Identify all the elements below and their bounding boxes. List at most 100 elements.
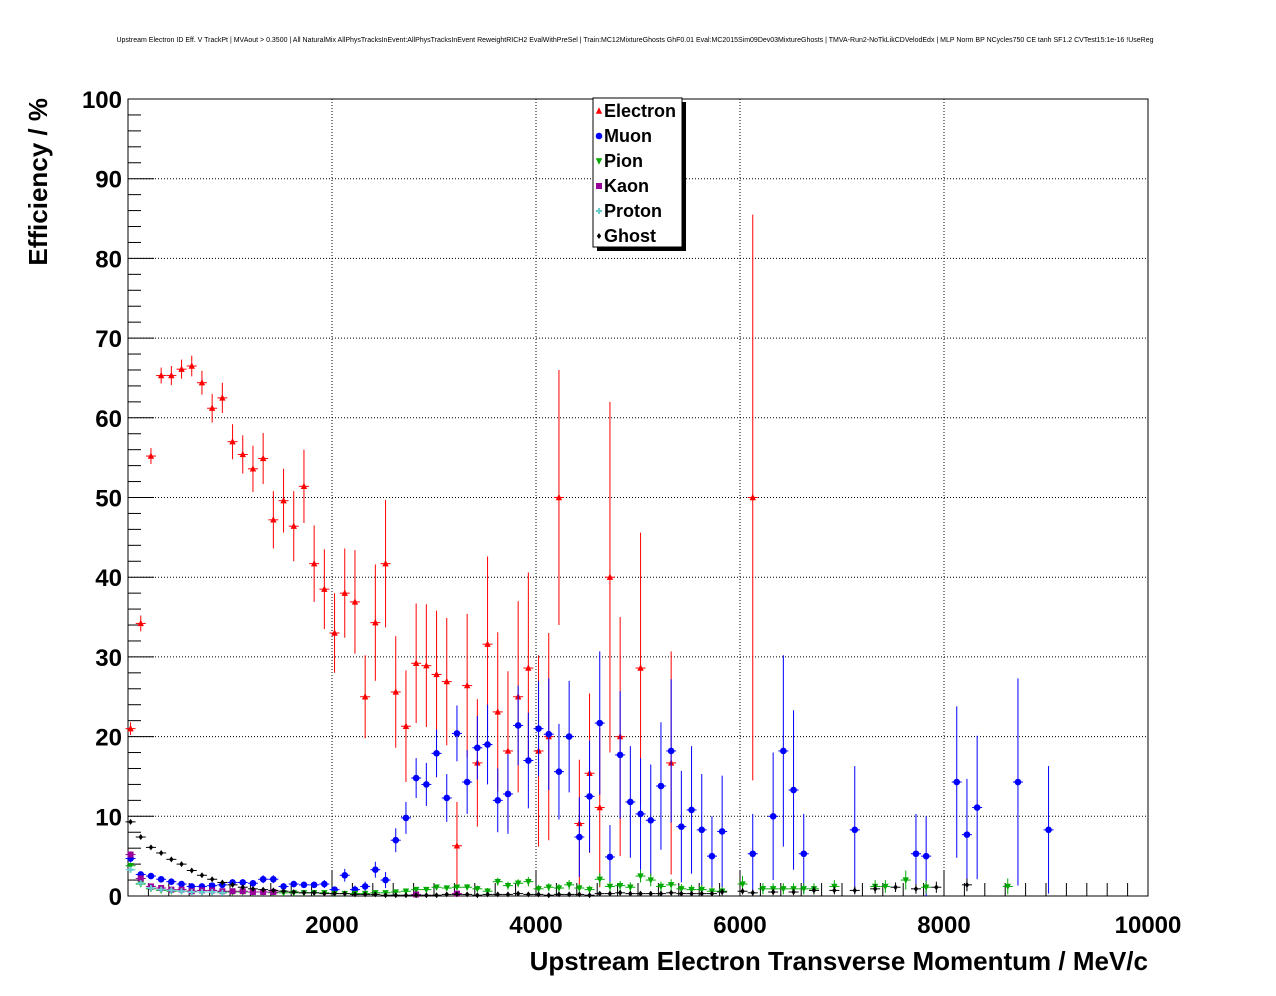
ghost-point bbox=[910, 884, 921, 894]
electron-marker bbox=[270, 516, 277, 523]
electron-marker bbox=[239, 450, 246, 458]
ghost-point bbox=[615, 889, 626, 896]
proton-point bbox=[125, 866, 136, 873]
ghost-point bbox=[584, 892, 595, 899]
electron-point bbox=[247, 445, 258, 492]
muon-point bbox=[166, 878, 177, 885]
electron-point bbox=[349, 550, 360, 654]
muon-point bbox=[645, 764, 656, 877]
ghost-point bbox=[666, 889, 677, 896]
ghost-marker bbox=[332, 890, 337, 897]
electron-marker bbox=[208, 404, 216, 411]
legend-item-pion: Pion bbox=[595, 151, 643, 171]
ghost-marker bbox=[475, 892, 480, 899]
ghost-marker bbox=[240, 884, 245, 891]
pion-point bbox=[553, 884, 564, 893]
x-tick-label: 2000 bbox=[305, 912, 358, 939]
muon-point bbox=[553, 723, 564, 820]
electron-point bbox=[176, 359, 187, 379]
pion-marker bbox=[127, 863, 134, 870]
muon-marker bbox=[800, 850, 808, 858]
legend-marker-kaon bbox=[596, 183, 602, 189]
proton-marker bbox=[127, 866, 134, 873]
y-tick-label: 100 bbox=[82, 87, 122, 114]
muon-point bbox=[706, 816, 717, 896]
legend-label-muon: Muon bbox=[604, 126, 652, 146]
pion-point bbox=[625, 882, 636, 893]
ghost-point bbox=[768, 888, 779, 896]
ghost-point bbox=[829, 886, 840, 895]
muon-point bbox=[594, 651, 605, 795]
pion-point bbox=[921, 880, 932, 894]
ghost-marker bbox=[515, 890, 521, 897]
ghost-point bbox=[808, 886, 819, 895]
ghost-marker bbox=[352, 891, 358, 898]
muon-point bbox=[309, 881, 320, 889]
ghost-point bbox=[462, 891, 473, 898]
muon-marker bbox=[300, 881, 308, 889]
muon-marker bbox=[973, 804, 981, 811]
pion-point bbox=[880, 880, 891, 893]
ghost-marker bbox=[128, 818, 133, 825]
ghost-point bbox=[747, 889, 758, 896]
muon-marker bbox=[514, 722, 522, 729]
muon-marker bbox=[525, 757, 532, 764]
kaon-marker bbox=[127, 851, 134, 858]
pion-marker bbox=[535, 886, 542, 893]
muon-marker bbox=[678, 823, 685, 830]
electron-point bbox=[492, 632, 503, 792]
muon-point bbox=[390, 828, 401, 853]
electron-marker bbox=[157, 371, 165, 379]
muon-point bbox=[686, 746, 697, 874]
pion-marker bbox=[504, 882, 512, 890]
muon-marker bbox=[168, 878, 175, 885]
ghost-point bbox=[380, 892, 391, 899]
proton-point bbox=[176, 888, 187, 895]
electron-marker bbox=[412, 659, 420, 666]
ghost-marker bbox=[566, 891, 572, 898]
y-axis-label: Efficiency / % bbox=[23, 98, 53, 266]
pion-marker bbox=[586, 886, 593, 894]
muon-marker bbox=[718, 828, 726, 835]
muon-point bbox=[1043, 766, 1054, 894]
ghost-marker bbox=[322, 890, 327, 897]
muon-marker bbox=[321, 880, 328, 888]
electron-point bbox=[217, 382, 228, 414]
ghost-marker bbox=[893, 884, 898, 891]
muon-marker bbox=[239, 879, 247, 886]
electron-marker bbox=[300, 482, 308, 490]
muon-point bbox=[370, 861, 381, 878]
muon-point bbox=[533, 680, 544, 777]
pion-point bbox=[635, 869, 646, 883]
electron-point bbox=[747, 214, 758, 781]
pion-marker bbox=[667, 882, 675, 889]
ghost-marker bbox=[679, 890, 684, 897]
ghost-marker bbox=[811, 887, 817, 894]
y-tick-label: 10 bbox=[95, 804, 122, 831]
pion-point bbox=[441, 885, 452, 892]
ghost-point bbox=[890, 882, 901, 893]
electron-point bbox=[370, 564, 381, 681]
electron-marker bbox=[555, 493, 563, 501]
pion-marker bbox=[627, 884, 634, 891]
pion-marker bbox=[902, 877, 909, 884]
muon-marker bbox=[535, 725, 542, 732]
ghost-point bbox=[492, 891, 503, 898]
legend-label-kaon: Kaon bbox=[604, 176, 649, 196]
ghost-point bbox=[717, 888, 728, 896]
kaon-marker bbox=[137, 875, 144, 882]
x-axis-label: Upstream Electron Transverse Momentum / … bbox=[530, 946, 1148, 976]
ghost-marker bbox=[148, 844, 154, 851]
muon-point bbox=[676, 770, 687, 883]
muon-marker bbox=[249, 879, 257, 887]
muon-marker bbox=[1045, 826, 1052, 834]
kaon-marker bbox=[239, 888, 246, 895]
ghost-marker bbox=[638, 890, 643, 897]
ghost-point bbox=[737, 888, 748, 895]
pion-marker bbox=[647, 877, 654, 884]
ghost-point bbox=[278, 888, 289, 895]
ghost-marker bbox=[271, 887, 276, 894]
ghost-point bbox=[961, 878, 972, 892]
pion-marker bbox=[657, 883, 665, 891]
electron-point bbox=[258, 432, 269, 484]
